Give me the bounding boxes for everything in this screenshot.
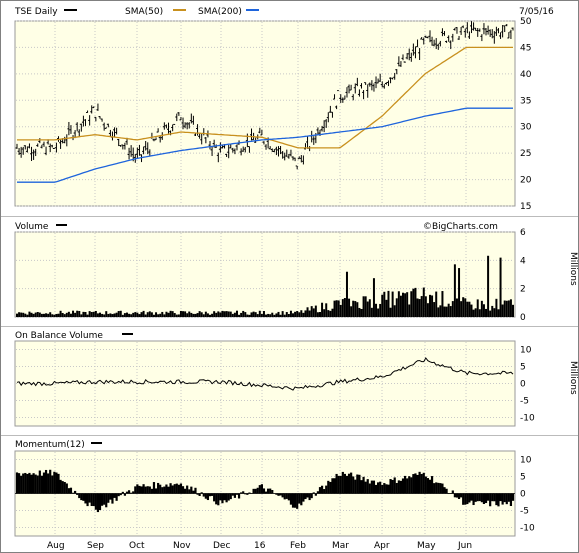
separator-2	[1, 326, 578, 327]
momentum-title: Momentum(12)	[15, 440, 85, 450]
ytick-obv-4: -10	[520, 414, 535, 424]
sma50-line	[17, 46, 513, 149]
legend-label-daily: TSE Daily	[14, 7, 58, 17]
separator-3	[1, 435, 578, 436]
xtick-label-10: Jun	[457, 541, 472, 551]
xtick-label-6: Feb	[290, 541, 306, 551]
ytick-obv-0: 10	[520, 346, 532, 356]
ytick-volume-1: 4	[520, 256, 526, 266]
xtick-label-8: Apr	[374, 541, 390, 551]
ytick-price-1: 45	[520, 43, 531, 53]
obv-unit: Millions	[568, 361, 578, 395]
ytick-obv-1: 5	[520, 363, 526, 373]
price-legend: TSE Daily SMA(50) SMA(200)	[14, 7, 259, 17]
ytick-price-7: 15	[520, 202, 531, 212]
ytick-price-6: 20	[520, 176, 532, 186]
legend-label-sma50: SMA(50)	[125, 7, 163, 17]
volume-unit: Millions	[568, 252, 578, 286]
ytick-momentum-0: 10	[520, 456, 532, 466]
separator-1	[1, 216, 578, 217]
xtick-label-2: Oct	[129, 541, 145, 551]
ytick-volume-2: 2	[520, 285, 526, 295]
ytick-volume-0: 6	[520, 228, 526, 238]
legend-label-sma200: SMA(200)	[198, 7, 242, 17]
ytick-price-0: 50	[520, 17, 532, 27]
ytick-obv-2: 0	[520, 380, 526, 390]
ytick-momentum-2: 0	[520, 490, 526, 500]
xtick-label-1: Sep	[87, 541, 104, 551]
ytick-momentum-3: -5	[520, 507, 529, 517]
xtick-label-0: Aug	[47, 541, 65, 551]
xtick-label-4: Dec	[213, 541, 230, 551]
ytick-momentum-4: -10	[520, 524, 535, 534]
ytick-price-5: 25	[520, 149, 531, 159]
obv-line	[16, 357, 514, 391]
ytick-volume-3: 0	[520, 313, 526, 323]
xtick-label-9: May	[417, 541, 436, 551]
xtick-label-7: Mar	[332, 541, 349, 551]
watermark: ©BigCharts.com	[423, 222, 498, 232]
ytick-momentum-1: 5	[520, 473, 526, 483]
volume-panel	[14, 231, 516, 318]
ytick-price-4: 30	[520, 123, 532, 133]
volume-title: Volume	[15, 222, 49, 232]
ytick-price-3: 35	[520, 96, 531, 106]
xtick-label-5: 16	[254, 541, 266, 551]
ytick-obv-3: -5	[520, 397, 529, 407]
chart-date: 7/05/16	[519, 7, 554, 17]
xtick-label-3: Nov	[173, 541, 191, 551]
ytick-price-2: 40	[520, 70, 532, 80]
sma200-line	[17, 107, 513, 183]
obv-title: On Balance Volume	[15, 331, 103, 341]
